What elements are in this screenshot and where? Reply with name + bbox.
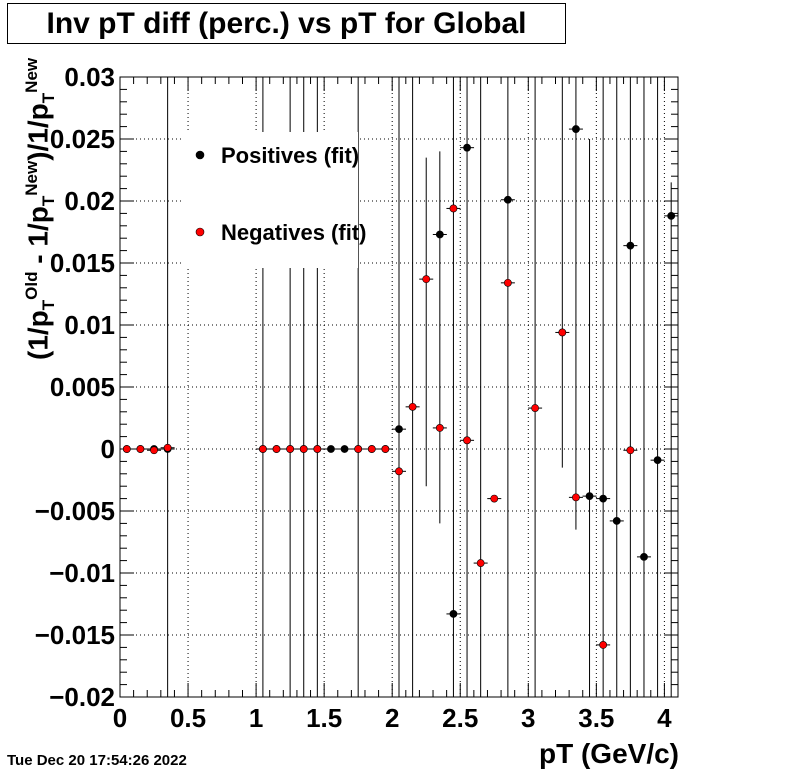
- x-tick-label: 0: [113, 703, 127, 733]
- negative-point: [299, 445, 308, 453]
- chart-title: Inv pT diff (perc.) vs pT for Global: [7, 3, 566, 44]
- legend-marker: [195, 150, 205, 160]
- negative-point: [503, 278, 512, 287]
- positive-point: [572, 125, 580, 133]
- y-tick-label: 0.015: [50, 248, 115, 278]
- positive-point: [640, 552, 648, 561]
- negative-point: [435, 424, 444, 432]
- positive-point: [653, 456, 662, 465]
- y-tick-label: 0: [101, 434, 115, 464]
- legend-label: Negatives (fit): [221, 220, 366, 245]
- positive-point: [667, 211, 676, 220]
- legend-marker: [195, 227, 205, 237]
- negative-point: [476, 559, 485, 567]
- negative-point: [163, 443, 172, 452]
- legend-box: [182, 132, 358, 268]
- positive-point: [395, 425, 403, 434]
- negative-point: [381, 445, 390, 453]
- y-tick-label: 0.005: [50, 372, 115, 402]
- positive-point: [327, 445, 335, 453]
- positive-point: [340, 445, 349, 453]
- negative-point: [313, 445, 322, 453]
- negative-point: [272, 445, 281, 453]
- negative-point: [449, 204, 458, 213]
- x-tick-label: 3: [521, 703, 535, 733]
- negative-point: [599, 641, 608, 649]
- x-axis-label: pT (GeV/c): [538, 738, 679, 769]
- positive-point: [463, 143, 471, 152]
- x-tick-label: 2.5: [442, 703, 478, 733]
- y-tick-label: −0.015: [35, 620, 115, 650]
- negative-point: [490, 494, 499, 503]
- y-axis-label: (1/pTOld - 1/pTNew)/1/pTNew: [22, 57, 58, 360]
- negative-point: [422, 275, 431, 284]
- x-tick-label: 3.5: [578, 703, 614, 733]
- x-tick-label: 2: [385, 703, 399, 733]
- negative-point: [136, 445, 145, 453]
- negative-point: [259, 445, 267, 453]
- y-tick-label: −0.01: [49, 558, 115, 588]
- x-tick-label: 1: [249, 703, 263, 733]
- negative-point: [572, 493, 580, 502]
- negative-point: [367, 445, 376, 453]
- x-tick-label: 0.5: [170, 703, 206, 733]
- negative-point: [531, 404, 539, 412]
- positive-point: [449, 610, 458, 618]
- positive-point: [503, 195, 512, 204]
- positive-point: [585, 492, 594, 501]
- negative-point: [150, 446, 158, 455]
- y-tick-label: 0.025: [50, 124, 115, 154]
- positive-point: [612, 517, 621, 525]
- negative-point: [558, 328, 567, 337]
- positive-point: [599, 494, 608, 503]
- date-stamp: Tue Dec 20 17:54:26 2022: [7, 752, 187, 769]
- negative-point: [395, 467, 403, 476]
- positive-point: [435, 230, 444, 239]
- y-tick-label: 0.01: [64, 310, 115, 340]
- negative-point: [463, 436, 471, 445]
- y-tick-label: 0.02: [64, 186, 115, 216]
- legend-label: Positives (fit): [221, 143, 359, 168]
- negative-point: [626, 446, 635, 455]
- x-tick-label: 4: [657, 703, 672, 733]
- positive-point: [626, 241, 635, 250]
- y-tick-label: −0.005: [35, 496, 115, 526]
- y-tick-label: −0.02: [49, 682, 115, 712]
- x-tick-label: 1.5: [306, 703, 342, 733]
- negative-point: [408, 402, 417, 411]
- negative-point: [122, 445, 131, 453]
- negative-point: [286, 445, 295, 453]
- y-tick-label: 0.03: [64, 62, 115, 92]
- negative-point: [354, 445, 363, 453]
